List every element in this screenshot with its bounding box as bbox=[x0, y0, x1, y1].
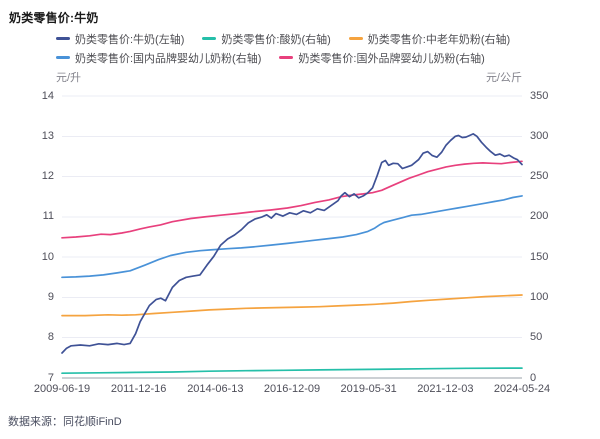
left-axis-unit-label: 元/升 bbox=[56, 72, 82, 84]
legend-item-0[interactable]: 奶类零售价:牛奶(左轴) bbox=[56, 31, 184, 46]
left-axis-tick-label: 8 bbox=[47, 331, 54, 344]
legend-item-1[interactable]: 奶类零售价:酸奶(右轴) bbox=[202, 31, 331, 46]
left-axis-tick-label: 9 bbox=[47, 290, 54, 303]
left-axis-tick-label: 12 bbox=[41, 170, 54, 183]
legend-line-icon bbox=[279, 56, 294, 59]
right-axis-tick-label: 0 bbox=[530, 371, 537, 384]
right-axis-tick-label: 50 bbox=[530, 331, 543, 344]
left-axis-tick-label: 14 bbox=[41, 89, 54, 102]
left-axis-tick-label: 13 bbox=[41, 129, 54, 142]
series-line-1[interactable] bbox=[61, 367, 523, 375]
series-line-2[interactable] bbox=[61, 294, 523, 317]
legend-item-4[interactable]: 奶类零售价:国外品牌婴幼儿奶粉(右轴) bbox=[279, 50, 485, 65]
series-line-3[interactable] bbox=[61, 195, 523, 279]
left-axis-tick-label: 7 bbox=[47, 371, 54, 384]
legend-item-3[interactable]: 奶类零售价:国内品牌婴幼儿奶粉(右轴) bbox=[56, 50, 261, 65]
legend-line-icon bbox=[202, 37, 217, 40]
right-axis-tick-label: 250 bbox=[530, 170, 549, 183]
legend-label: 奶类零售价:国外品牌婴幼儿奶粉(右轴) bbox=[298, 52, 485, 65]
chart-legend: 奶类零售价:牛奶(左轴) 奶类零售价:酸奶(右轴) 奶类零售价:中老年奶粉(右轴) 奶… bbox=[56, 31, 561, 65]
x-axis-tick-label: 2024-05-24 bbox=[493, 383, 551, 395]
data-source-note: 数据来源：同花顺iFinD bbox=[8, 416, 122, 428]
x-axis-tick-label: 2019-05-31 bbox=[340, 383, 397, 395]
legend-label: 奶类零售价:国内品牌婴幼儿奶粉(右轴) bbox=[75, 52, 262, 65]
x-axis-tick-label: 2009-06-19 bbox=[33, 383, 91, 395]
chart-title: 奶类零售价:牛奶 bbox=[9, 11, 99, 25]
left-axis-tick-label: 11 bbox=[42, 210, 54, 223]
x-axis-tick-label: 2021-12-03 bbox=[417, 383, 474, 395]
series-line-4[interactable] bbox=[61, 160, 523, 239]
right-axis-unit-label: 元/公斤 bbox=[485, 72, 522, 84]
right-axis-tick-label: 200 bbox=[530, 210, 549, 223]
series-line-0[interactable] bbox=[61, 133, 523, 354]
legend-line-icon bbox=[56, 37, 70, 40]
right-axis-tick-label: 150 bbox=[530, 250, 549, 263]
right-axis-tick-label: 350 bbox=[530, 89, 549, 102]
legend-label: 奶类零售价:酸奶(右轴) bbox=[221, 33, 331, 46]
legend-item-2[interactable]: 奶类零售价:中老年奶粉(右轴) bbox=[348, 31, 511, 46]
right-axis-tick-label: 100 bbox=[530, 290, 549, 303]
x-axis-tick-label: 2014-06-13 bbox=[187, 383, 244, 395]
legend-label: 奶类零售价:中老年奶粉(右轴) bbox=[367, 33, 511, 46]
legend-line-icon bbox=[348, 37, 363, 40]
chart-plot-area[interactable] bbox=[0, 0, 600, 405]
right-axis-tick-label: 300 bbox=[530, 129, 549, 142]
legend-label: 奶类零售价:牛奶(左轴) bbox=[75, 33, 185, 46]
x-axis-tick-label: 2011-12-16 bbox=[110, 383, 167, 395]
x-axis-tick-label: 2016-12-09 bbox=[263, 383, 321, 395]
legend-line-icon bbox=[56, 56, 70, 59]
left-axis-tick-label: 10 bbox=[41, 250, 54, 263]
